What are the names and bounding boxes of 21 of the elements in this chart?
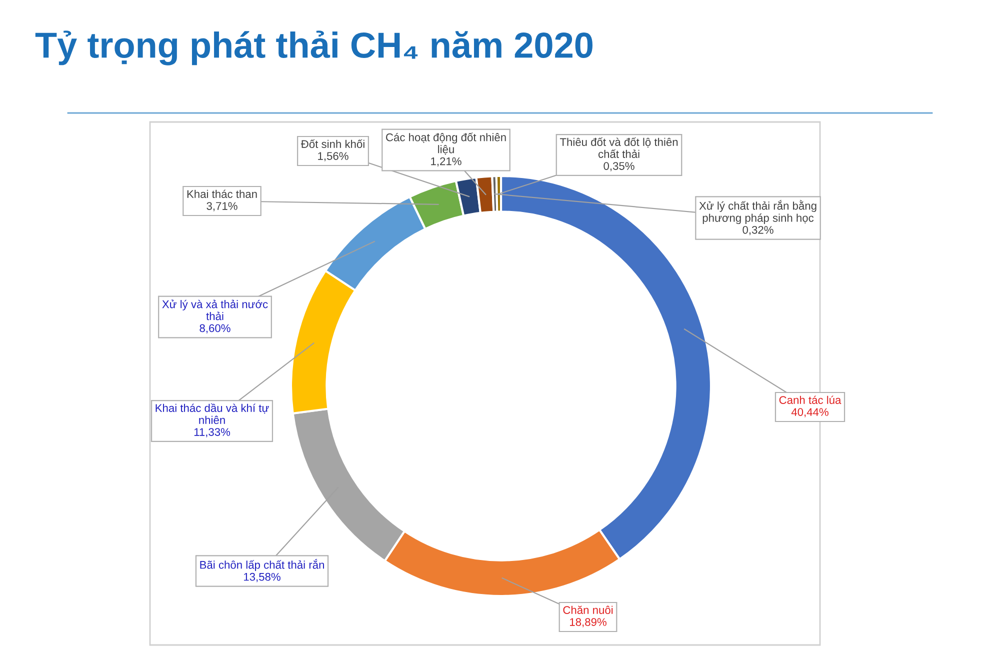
slice-label: Canh tác lúa — [779, 396, 842, 404]
slice-label: Các hoạt động đốt nhiên liệu — [386, 132, 506, 155]
data-label: 8,60% — [200, 324, 230, 334]
data-label: 13,58% — [244, 572, 280, 582]
slice-label: Xử lý và xả thải nước thải — [162, 300, 268, 320]
data-label: 0,32% — [742, 226, 774, 236]
slice-label: Đốt sinh khối — [300, 139, 364, 148]
data-label: 18,89% — [570, 618, 606, 628]
data-label: 1,56% — [318, 152, 348, 162]
chart-title: Tỷ trọng phát thải CH₄ năm 2020 — [35, 30, 592, 66]
data-label: 1,21% — [431, 157, 462, 167]
data-label: 40,44% — [791, 408, 828, 418]
data-label: 11,33% — [194, 428, 230, 438]
slice-label: Xử lý chất thải rắn bằng phương pháp sinh học — [699, 200, 816, 224]
slice-label: Thiêu đốt và đốt lộ thiên chất thải — [560, 137, 678, 158]
slice-label: Chăn nuôi — [563, 606, 613, 614]
data-label: 0,35% — [604, 162, 634, 172]
slice-label: Bãi chôn lấp chất thải rắn — [200, 559, 324, 571]
slice-label: Khai thác than — [187, 190, 257, 198]
slice-label: Khai thác dầu và khí tự nhiên — [156, 403, 269, 424]
data-label: 3,71% — [206, 202, 238, 212]
